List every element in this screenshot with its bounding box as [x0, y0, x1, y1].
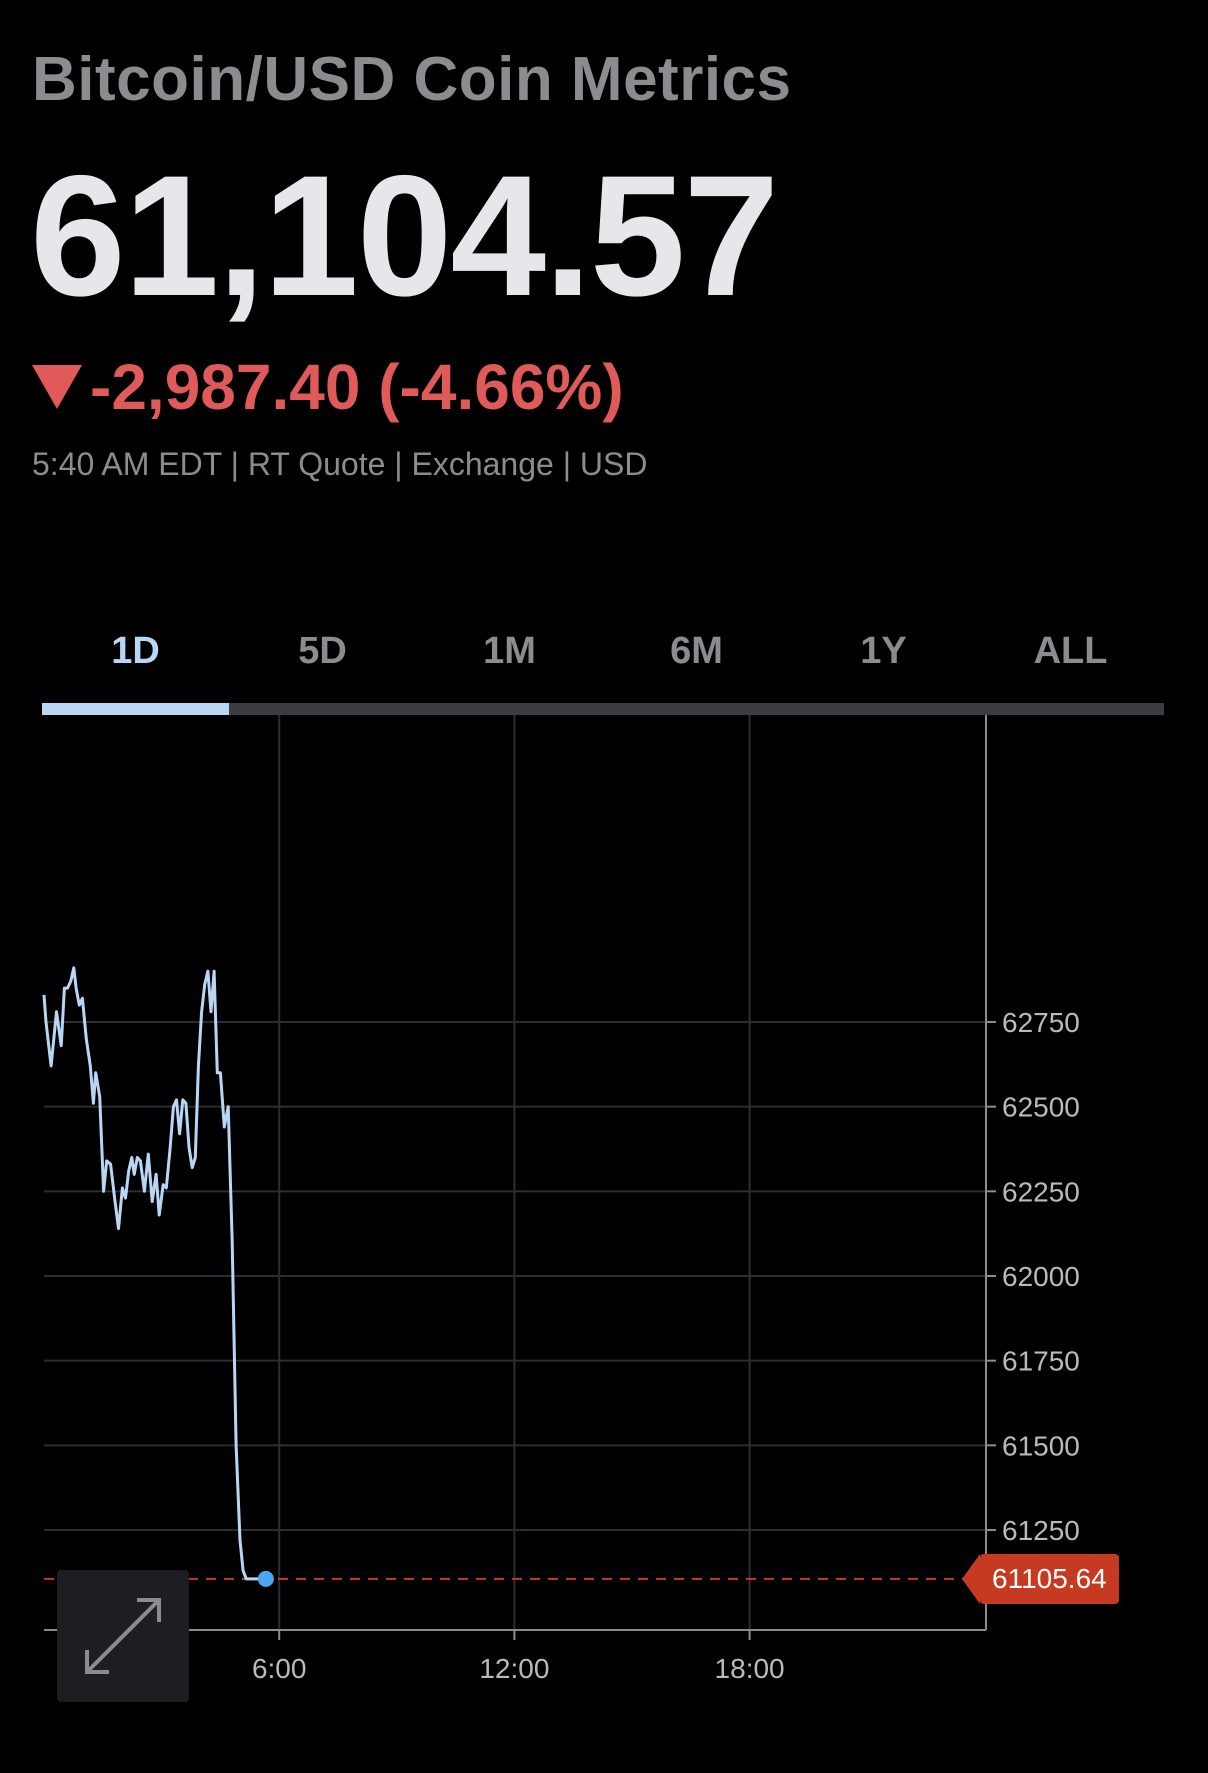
y-tick-label: 62750	[1002, 1007, 1080, 1038]
tab-1m[interactable]: 1M	[483, 630, 536, 672]
y-tick-label: 61750	[1002, 1346, 1080, 1377]
active-tab-indicator	[42, 703, 229, 715]
x-tick-label: 12:00	[479, 1653, 549, 1684]
last-price-dot	[257, 1570, 274, 1587]
last-price: 61,104.57	[30, 140, 779, 332]
y-tick-label: 62500	[1002, 1092, 1080, 1123]
tab-1y[interactable]: 1Y	[860, 630, 907, 672]
price-change: -2,987.40 (-4.66%)	[32, 350, 624, 424]
y-tick-label: 62000	[1002, 1261, 1080, 1292]
quote-meta: 5:40 AM EDT | RT Quote | Exchange | USD	[32, 446, 648, 482]
tab-track	[42, 703, 1164, 715]
tab-all[interactable]: ALL	[1033, 630, 1108, 672]
tab-5d[interactable]: 5D	[298, 630, 347, 672]
price-change-value: -2,987.40 (-4.66%)	[90, 351, 624, 423]
y-tick-label: 61500	[1002, 1430, 1080, 1461]
instrument-title: Bitcoin/USD Coin Metrics	[32, 45, 792, 114]
y-tick-label: 61250	[1002, 1515, 1080, 1546]
price-series-line	[42, 966, 266, 1581]
tab-6m[interactable]: 6M	[670, 630, 723, 672]
range-tabs: 1D 5D 1M 6M 1Y ALL	[42, 630, 1164, 710]
expand-chart-button[interactable]	[57, 1570, 189, 1702]
x-tick-label: 6:00	[252, 1653, 307, 1684]
down-triangle-icon	[32, 365, 82, 409]
y-tick-label: 62250	[1002, 1176, 1080, 1207]
tab-1d[interactable]: 1D	[111, 630, 160, 672]
x-tick-label: 18:00	[715, 1653, 785, 1684]
expand-arrows-icon	[85, 1598, 161, 1674]
last-price-tag: 61105.64	[962, 1553, 1119, 1604]
